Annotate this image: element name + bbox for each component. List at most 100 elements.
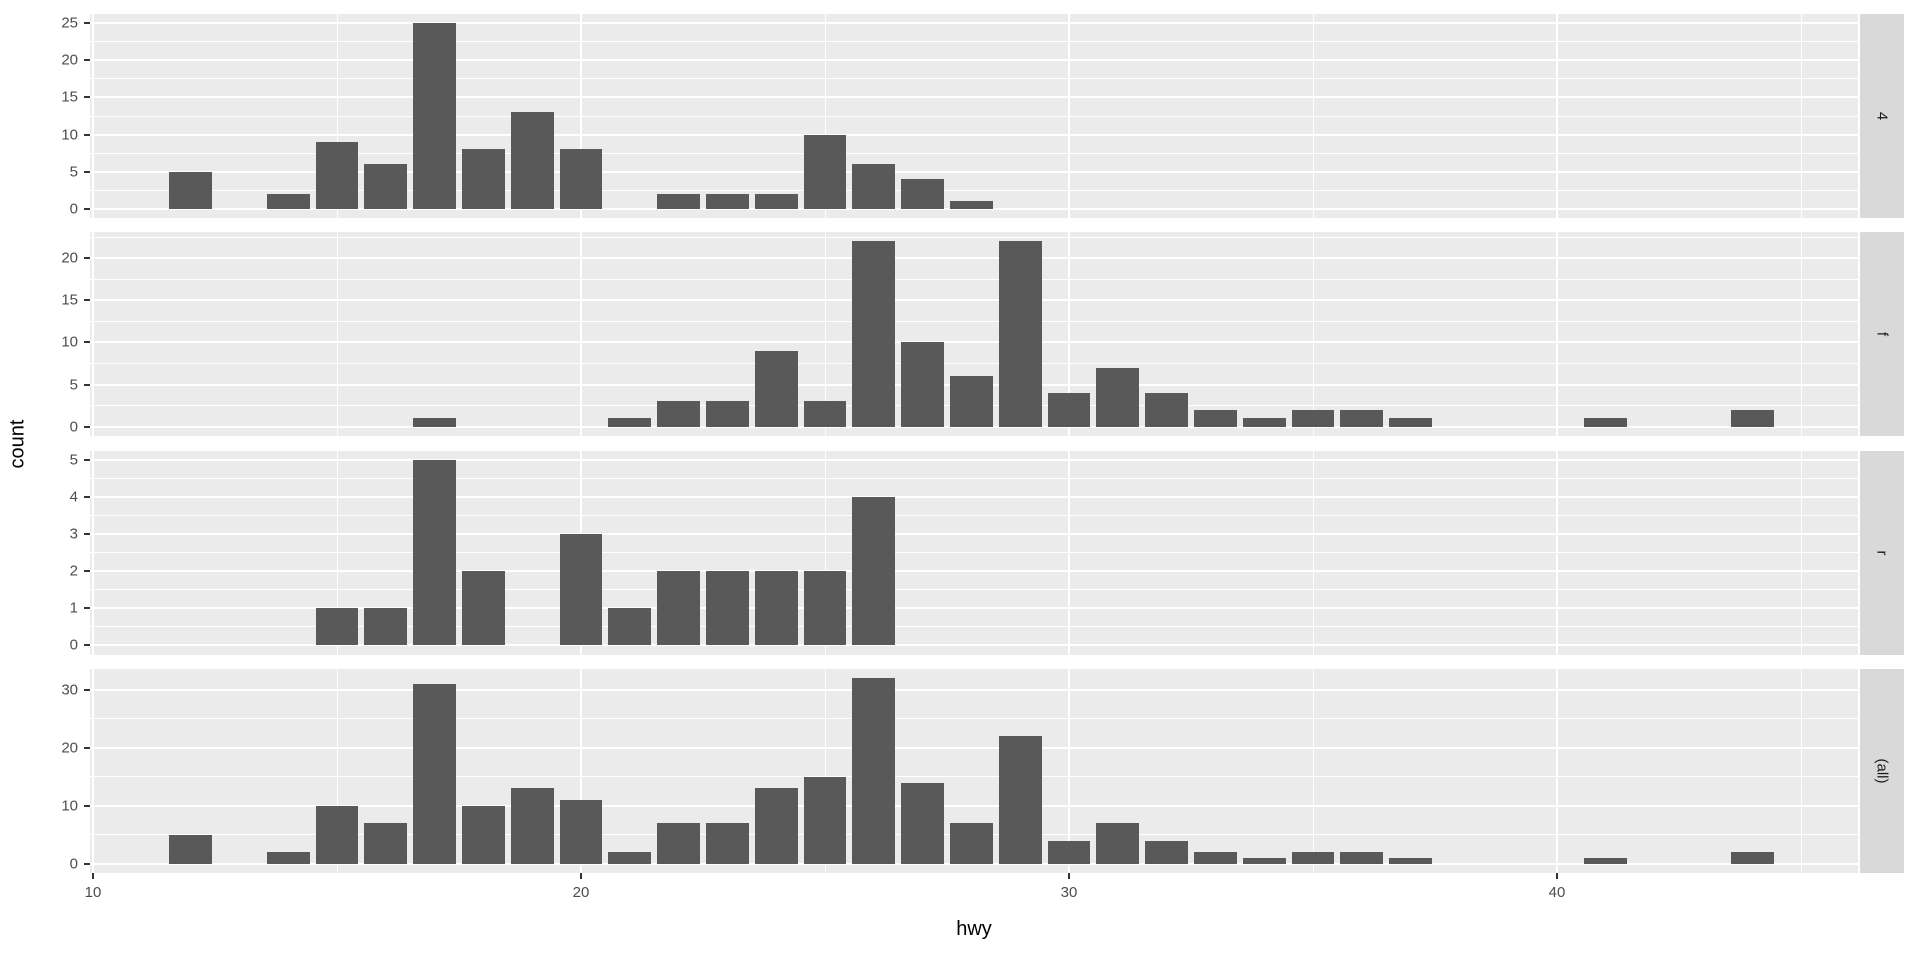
y-tick-label: 10 (61, 126, 78, 144)
histogram-bar (461, 805, 505, 864)
histogram-bar (852, 164, 896, 209)
grid-major-h (90, 862, 1858, 865)
y-tick-mark (84, 688, 90, 691)
x-tick-mark (580, 873, 582, 879)
histogram-bar (559, 149, 603, 209)
grid-minor-v (1800, 669, 1802, 873)
histogram-bar (1096, 367, 1140, 427)
facet-strip-label: f (1873, 331, 1891, 337)
y-tick-mark (84, 341, 90, 344)
y-tick-label: 2 (69, 562, 78, 580)
grid-major-h (90, 96, 1858, 99)
histogram-bar (315, 608, 359, 646)
histogram-bar (364, 164, 408, 209)
histogram-bar (315, 141, 359, 209)
grid-major-v (1068, 232, 1070, 436)
grid-minor-h (90, 189, 1858, 191)
histogram-bar (657, 193, 701, 209)
histogram-bar (559, 799, 603, 864)
grid-major-v (92, 450, 94, 655)
grid-major-v (580, 14, 582, 218)
grid-minor-v (336, 669, 338, 873)
grid-major-h (90, 746, 1858, 749)
grid-minor-h (90, 115, 1858, 117)
grid-major-h (90, 570, 1858, 573)
facet-strip-label: (all) (1873, 758, 1891, 784)
grid-major-h (90, 804, 1858, 807)
histogram-bar (510, 788, 554, 864)
grid-major-h (90, 257, 1858, 260)
grid-major-h (90, 607, 1858, 610)
facet-strip (1860, 450, 1904, 655)
grid-major-v (580, 232, 582, 436)
histogram-bar (315, 805, 359, 864)
y-tick-label: 30 (61, 681, 78, 699)
histogram-bar (1193, 852, 1237, 864)
histogram-bar (413, 684, 457, 864)
histogram-bar (657, 401, 701, 427)
grid-minor-v (1800, 232, 1802, 436)
x-tick-label: 10 (84, 884, 102, 901)
x-tick-mark (1068, 873, 1070, 879)
histogram-bar (413, 23, 457, 209)
y-tick-mark (84, 170, 90, 173)
grid-minor-h (90, 776, 1858, 778)
histogram-bar (1584, 418, 1628, 427)
grid-minor-h (90, 589, 1858, 591)
histogram-bar (413, 418, 457, 427)
histogram-bar (949, 201, 993, 209)
x-tick-mark (1556, 873, 1558, 879)
y-tick-mark (84, 532, 90, 535)
histogram-bar (364, 823, 408, 864)
y-tick-mark (84, 804, 90, 807)
grid-minor-v (336, 232, 338, 436)
grid-major-h (90, 59, 1858, 62)
grid-minor-v (824, 232, 826, 436)
histogram-bar (266, 852, 310, 864)
facet-strip (1860, 669, 1904, 873)
histogram-bar (852, 241, 896, 427)
grid-minor-v (1800, 14, 1802, 218)
histogram-bar (169, 171, 213, 209)
grid-major-v (580, 669, 582, 873)
histogram-bar (413, 459, 457, 646)
grid-major-h (90, 644, 1858, 647)
histogram-bar (608, 852, 652, 864)
grid-major-v (92, 669, 94, 873)
histogram-bar (803, 401, 847, 427)
grid-major-v (1068, 14, 1070, 218)
grid-major-h (90, 207, 1858, 210)
y-tick-label: 15 (61, 88, 78, 106)
y-tick-mark (84, 133, 90, 136)
y-tick-label: 5 (69, 451, 78, 469)
histogram-bar (169, 834, 213, 864)
histogram-bar (705, 193, 749, 209)
histogram-bar (1340, 409, 1384, 427)
histogram-bar (657, 823, 701, 864)
histogram-bar (1389, 857, 1433, 864)
histogram-bar (461, 571, 505, 646)
y-tick-mark (84, 96, 90, 99)
facet-strip (1860, 232, 1904, 436)
y-tick-mark (84, 22, 90, 25)
histogram-bar (1242, 857, 1286, 864)
histogram-bar (901, 782, 945, 864)
grid-minor-h (90, 552, 1858, 553)
histogram-bar (364, 608, 408, 646)
grid-minor-v (824, 14, 826, 218)
y-tick-label: 5 (69, 163, 78, 181)
histogram-bar (803, 571, 847, 646)
histogram-bar (705, 401, 749, 427)
y-tick-mark (84, 495, 90, 498)
histogram-bar (852, 678, 896, 864)
histogram-bar (754, 193, 798, 209)
histogram-bar (1096, 823, 1140, 864)
grid-major-h (90, 688, 1858, 691)
grid-major-v (92, 232, 94, 436)
histogram-bar (1291, 852, 1335, 864)
grid-major-h (90, 133, 1858, 136)
y-tick-label: 0 (69, 636, 78, 654)
histogram-bar (1389, 418, 1433, 427)
histogram-bar (1730, 409, 1774, 427)
